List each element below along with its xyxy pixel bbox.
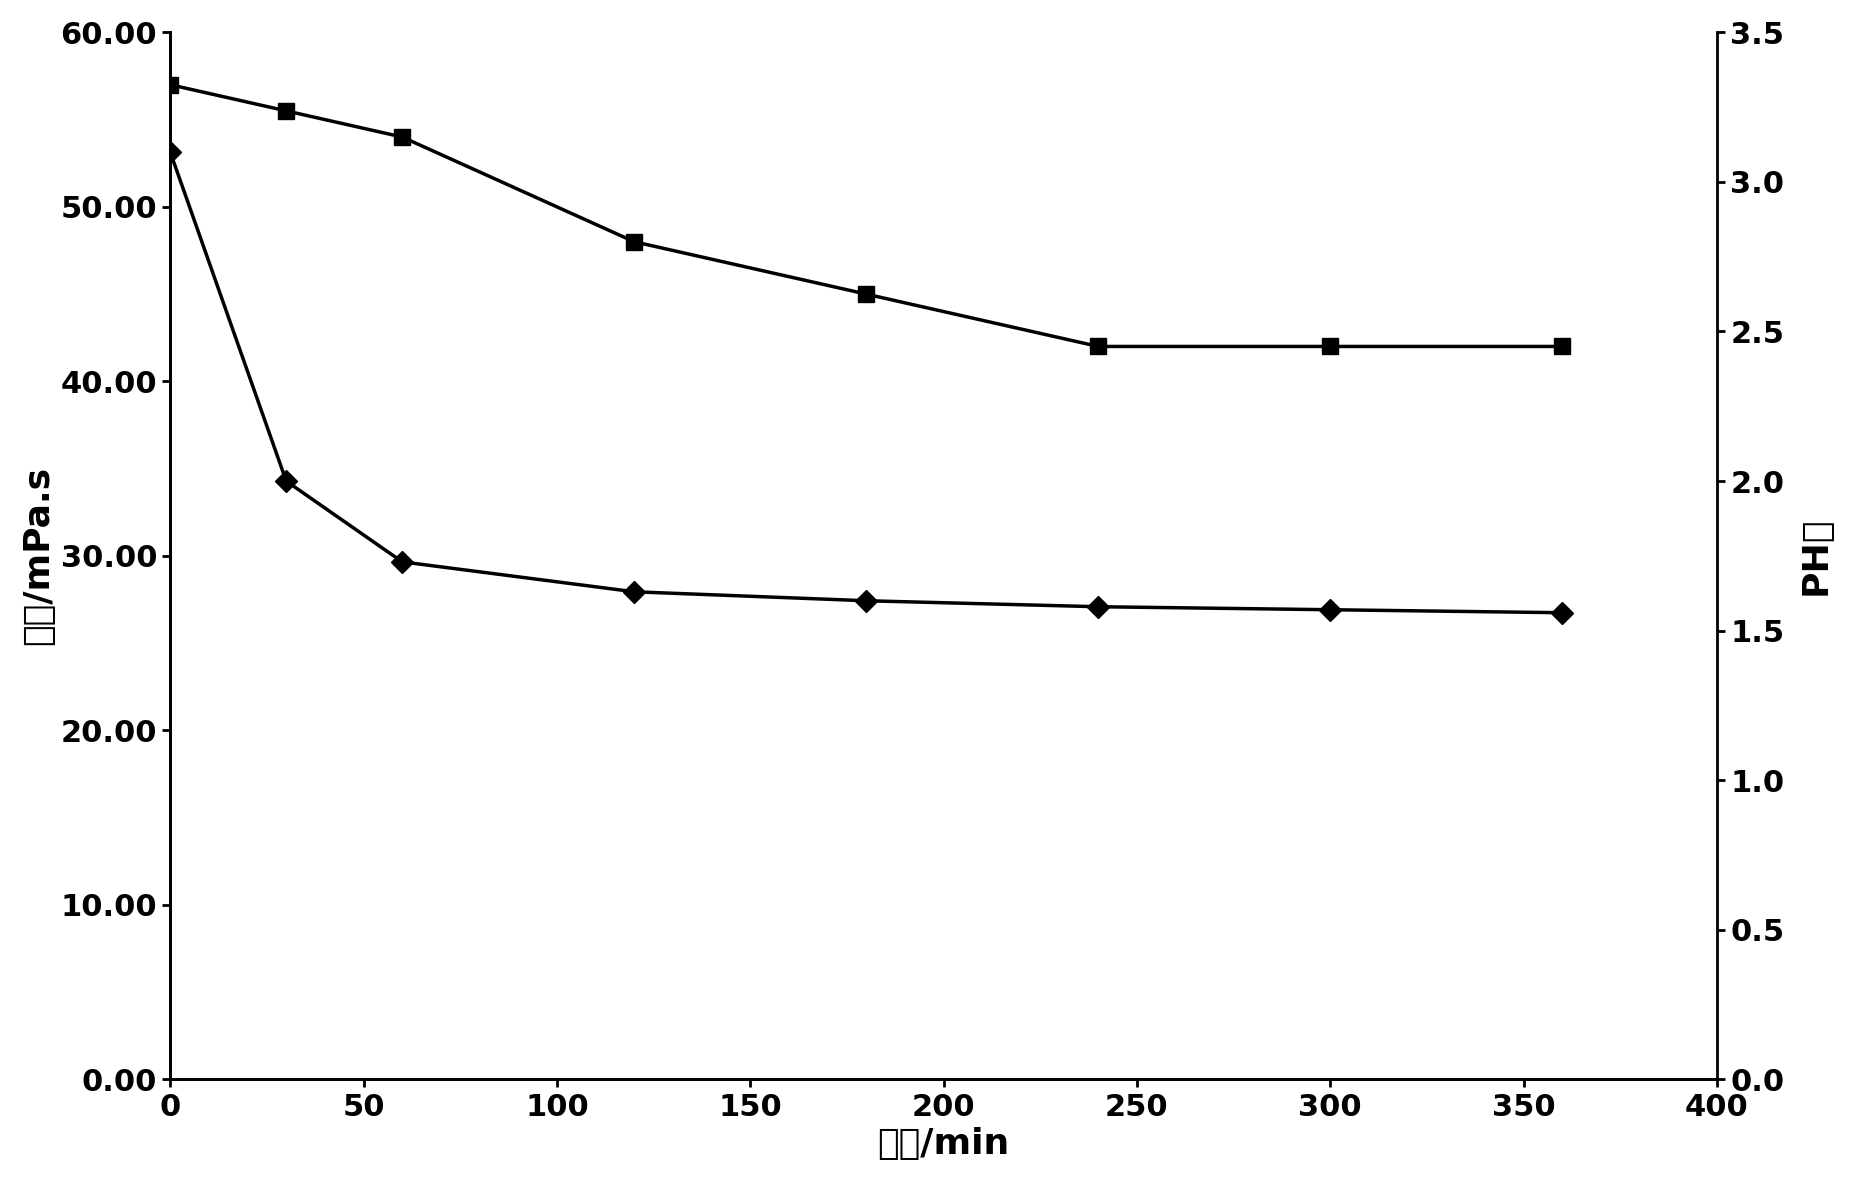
Y-axis label: PH値: PH値 bbox=[1797, 517, 1833, 595]
Y-axis label: 粘度/mPa.s: 粘度/mPa.s bbox=[20, 467, 56, 645]
X-axis label: 时间/min: 时间/min bbox=[878, 1128, 1010, 1161]
